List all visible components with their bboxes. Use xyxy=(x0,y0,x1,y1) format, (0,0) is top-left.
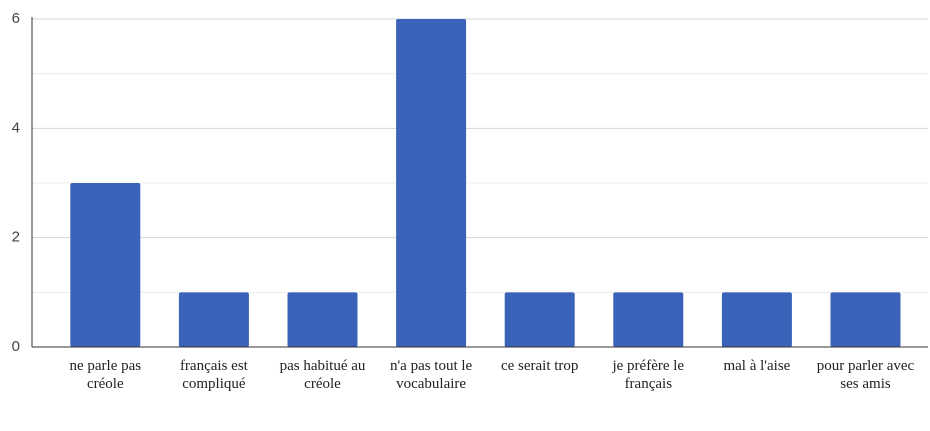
bar xyxy=(504,292,575,347)
x-tick-label: ne parle pas créole xyxy=(69,358,142,392)
bar xyxy=(287,292,358,347)
x-tick-label: pas habitué au créole xyxy=(279,358,366,392)
x-tick-label: pour parler avec ses amis xyxy=(816,358,915,392)
y-tick-label: 4 xyxy=(12,119,20,136)
x-tick-label-box: ce serait trop xyxy=(500,358,579,374)
x-tick-label-box: pour parler avec ses amis xyxy=(816,358,915,392)
bar xyxy=(613,292,684,347)
bar xyxy=(70,183,141,347)
x-tick-label: français est compliqué xyxy=(179,358,248,392)
y-tick-label: 2 xyxy=(12,229,20,246)
x-tick-label-box: pas habitué au créole xyxy=(279,358,366,392)
bar xyxy=(830,292,901,347)
x-tick-label: n'a pas tout le vocabulaire xyxy=(389,358,473,392)
x-tick-label: mal à l'aise xyxy=(723,358,791,374)
x-tick-label: ce serait trop xyxy=(500,358,579,374)
x-tick-label-box: mal à l'aise xyxy=(723,358,791,374)
y-tick-label: 6 xyxy=(12,10,20,27)
y-tick-label: 0 xyxy=(12,338,20,355)
x-tick-label-box: je préfère le français xyxy=(612,358,685,392)
x-tick-label-box: ne parle pas créole xyxy=(69,358,142,392)
bar xyxy=(721,292,792,347)
x-tick-label-box: français est compliqué xyxy=(179,358,248,392)
bar xyxy=(396,19,467,347)
bar xyxy=(178,292,249,347)
x-tick-label-box: n'a pas tout le vocabulaire xyxy=(389,358,473,392)
x-tick-label: je préfère le français xyxy=(612,358,685,392)
